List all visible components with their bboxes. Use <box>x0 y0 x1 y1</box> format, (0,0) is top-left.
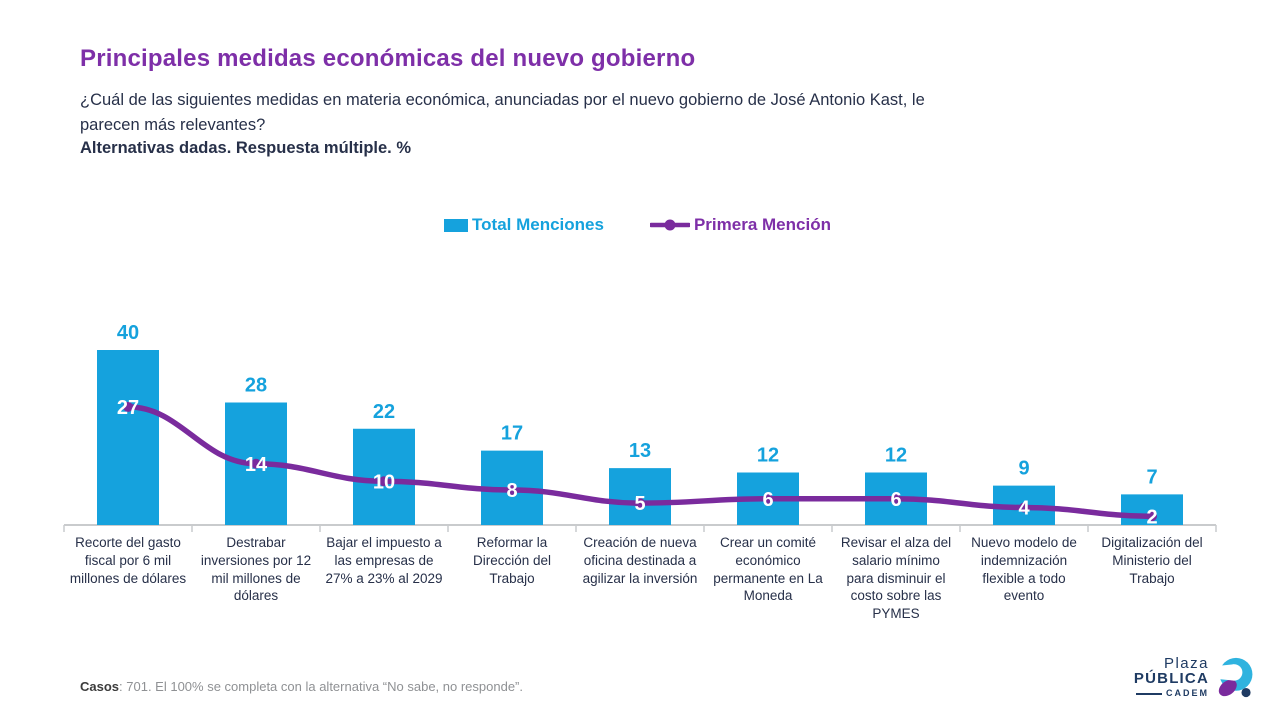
line-value-label: 5 <box>634 493 645 515</box>
legend-label-total-menciones: Total Menciones <box>472 215 604 234</box>
plaza-publica-cadem-logo: Plaza PÚBLICA CADEM <box>1134 655 1257 699</box>
line-value-label: 4 <box>1018 498 1030 520</box>
legend-item-primera-mencion: Primera Mención <box>649 215 831 235</box>
line-point <box>507 485 517 495</box>
bar-value-label: 9 <box>1018 458 1029 480</box>
category-label: Digitalización del Ministerio del Trabaj… <box>1101 535 1203 586</box>
bar-value-label: 12 <box>885 445 907 467</box>
category-label: Reformar la Dirección del Trabajo <box>472 535 552 586</box>
category-label: Revisar el alza del salario mínimo para … <box>840 535 952 622</box>
category-label: Bajar el impuesto a las empresas de 27% … <box>325 535 443 586</box>
chart-area: 40 28 22 17 13 12 12 9 7 27 14 10 8 5 6 6 4 2 <box>63 316 1217 532</box>
logo-rule <box>1136 692 1162 695</box>
category-label: Destrabar inversiones por 12 mil millone… <box>200 535 312 604</box>
bar-value-label: 17 <box>501 423 523 445</box>
chart-legend: Total Menciones Primera Mención <box>0 215 1275 235</box>
category-label: Nuevo modelo de indemnización flexible a… <box>971 535 1077 604</box>
line-series-marker-icon <box>649 219 690 231</box>
category-label: Recorte del gasto fiscal por 6 mil millo… <box>69 535 187 586</box>
line-value-label: 8 <box>506 480 517 502</box>
x-axis-labels: Recorte del gasto fiscal por 6 mil millo… <box>64 534 1216 623</box>
line-value-label: 2 <box>1146 506 1157 528</box>
footnote-text: : 701. El 100% se completa con la altern… <box>119 679 523 694</box>
line-point <box>379 476 389 487</box>
line-value-label: 6 <box>890 489 901 511</box>
bar <box>609 468 671 525</box>
footnote: Casos: 701. El 100% se completa con la a… <box>80 679 523 694</box>
line-value-label: 6 <box>762 489 773 511</box>
line-value-label: 14 <box>245 454 268 476</box>
logo-cadem: CADEM <box>1166 688 1209 699</box>
line-point <box>251 458 261 469</box>
footnote-label: Casos <box>80 679 120 694</box>
logo-text: Plaza PÚBLICA CADEM <box>1133 654 1209 699</box>
line-point <box>763 493 773 504</box>
legend-item-total-menciones: Total Menciones <box>444 215 604 235</box>
line-point <box>635 498 645 509</box>
page-title: Principales medidas económicas del nuevo… <box>80 45 696 72</box>
category-label: Creación de nueva oficina destinada a ag… <box>582 535 698 586</box>
line-value-label: 10 <box>373 471 395 493</box>
chart-subtitle: ¿Cuál de las siguientes medidas en mater… <box>80 91 925 134</box>
legend-label-primera-mencion: Primera Mención <box>693 215 831 234</box>
chart-note: Alternativas dadas. Respuesta múltiple. … <box>80 139 412 157</box>
bar-value-label: 7 <box>1146 466 1157 488</box>
logo-plaza: Plaza <box>1163 654 1209 672</box>
bar-value-label: 12 <box>757 445 779 467</box>
line-point <box>123 401 133 412</box>
logo-cadem-row: CADEM <box>1134 688 1209 699</box>
bar-value-label: 22 <box>373 401 395 423</box>
bar-value-label: 13 <box>629 440 651 462</box>
bar-value-label: 40 <box>117 322 139 344</box>
line-point <box>1147 511 1157 522</box>
bar-value-label: 28 <box>245 375 267 397</box>
category-label: Crear un comité económico permanente en … <box>713 535 823 604</box>
line-point <box>891 493 901 504</box>
combo-chart: 40 28 22 17 13 12 12 9 7 27 14 10 8 5 6 6 4 2 <box>63 322 1217 532</box>
line-point <box>1019 502 1029 513</box>
logo-publica: PÚBLICA <box>1133 670 1209 688</box>
bar <box>97 350 159 525</box>
bar-series-swatch-icon <box>444 218 469 232</box>
line-value-label: 27 <box>117 397 139 419</box>
speech-bubble-logo-icon <box>1216 657 1253 698</box>
